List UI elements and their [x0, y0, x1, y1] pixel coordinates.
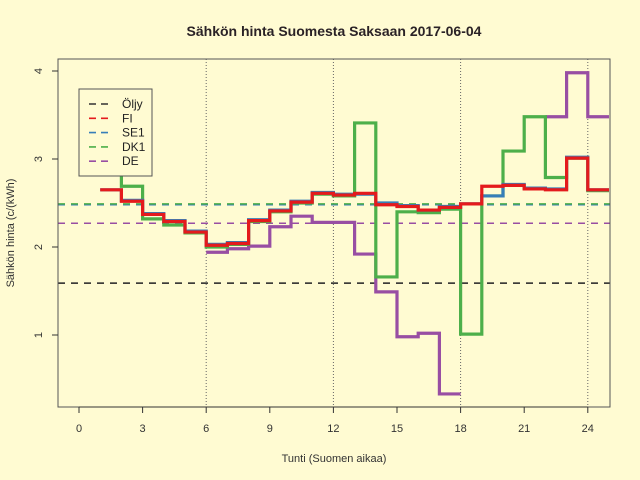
plot-area [58, 59, 610, 407]
x-tick-label: 3 [140, 423, 146, 435]
x-tick-label: 0 [76, 423, 82, 435]
y-tick-label: 1 [33, 332, 45, 338]
y-axis: 1 2 3 4 [33, 68, 58, 338]
y-tick-label: 3 [33, 156, 45, 162]
series-fi [100, 156, 609, 247]
chart-title: Sähkön hinta Suomesta Saksaan 2017-06-04 [187, 23, 482, 39]
x-axis: 0 3 6 9 12 15 18 21 24 [76, 406, 594, 435]
x-tick-label: 24 [582, 423, 594, 435]
legend-label: DE [122, 154, 139, 168]
y-tick-label: 4 [33, 68, 45, 74]
legend-label: Öljy [122, 97, 143, 111]
x-tick-label: 18 [454, 423, 466, 435]
x-tick-label: 12 [327, 423, 339, 435]
x-tick-label: 21 [518, 423, 530, 435]
y-axis-label: Sähkön hinta (c/(kWh) [5, 179, 17, 288]
series-de [206, 71, 609, 396]
legend-label: FI [122, 111, 133, 125]
legend-label: DK1 [122, 140, 146, 154]
x-axis-label: Tunti (Suomen aikaa) [282, 453, 387, 465]
legend-label: SE1 [122, 126, 145, 140]
x-tick-label: 6 [203, 423, 209, 435]
y-tick-label: 2 [33, 244, 45, 250]
x-tick-label: 9 [267, 423, 273, 435]
x-tick-label: 15 [391, 423, 403, 435]
